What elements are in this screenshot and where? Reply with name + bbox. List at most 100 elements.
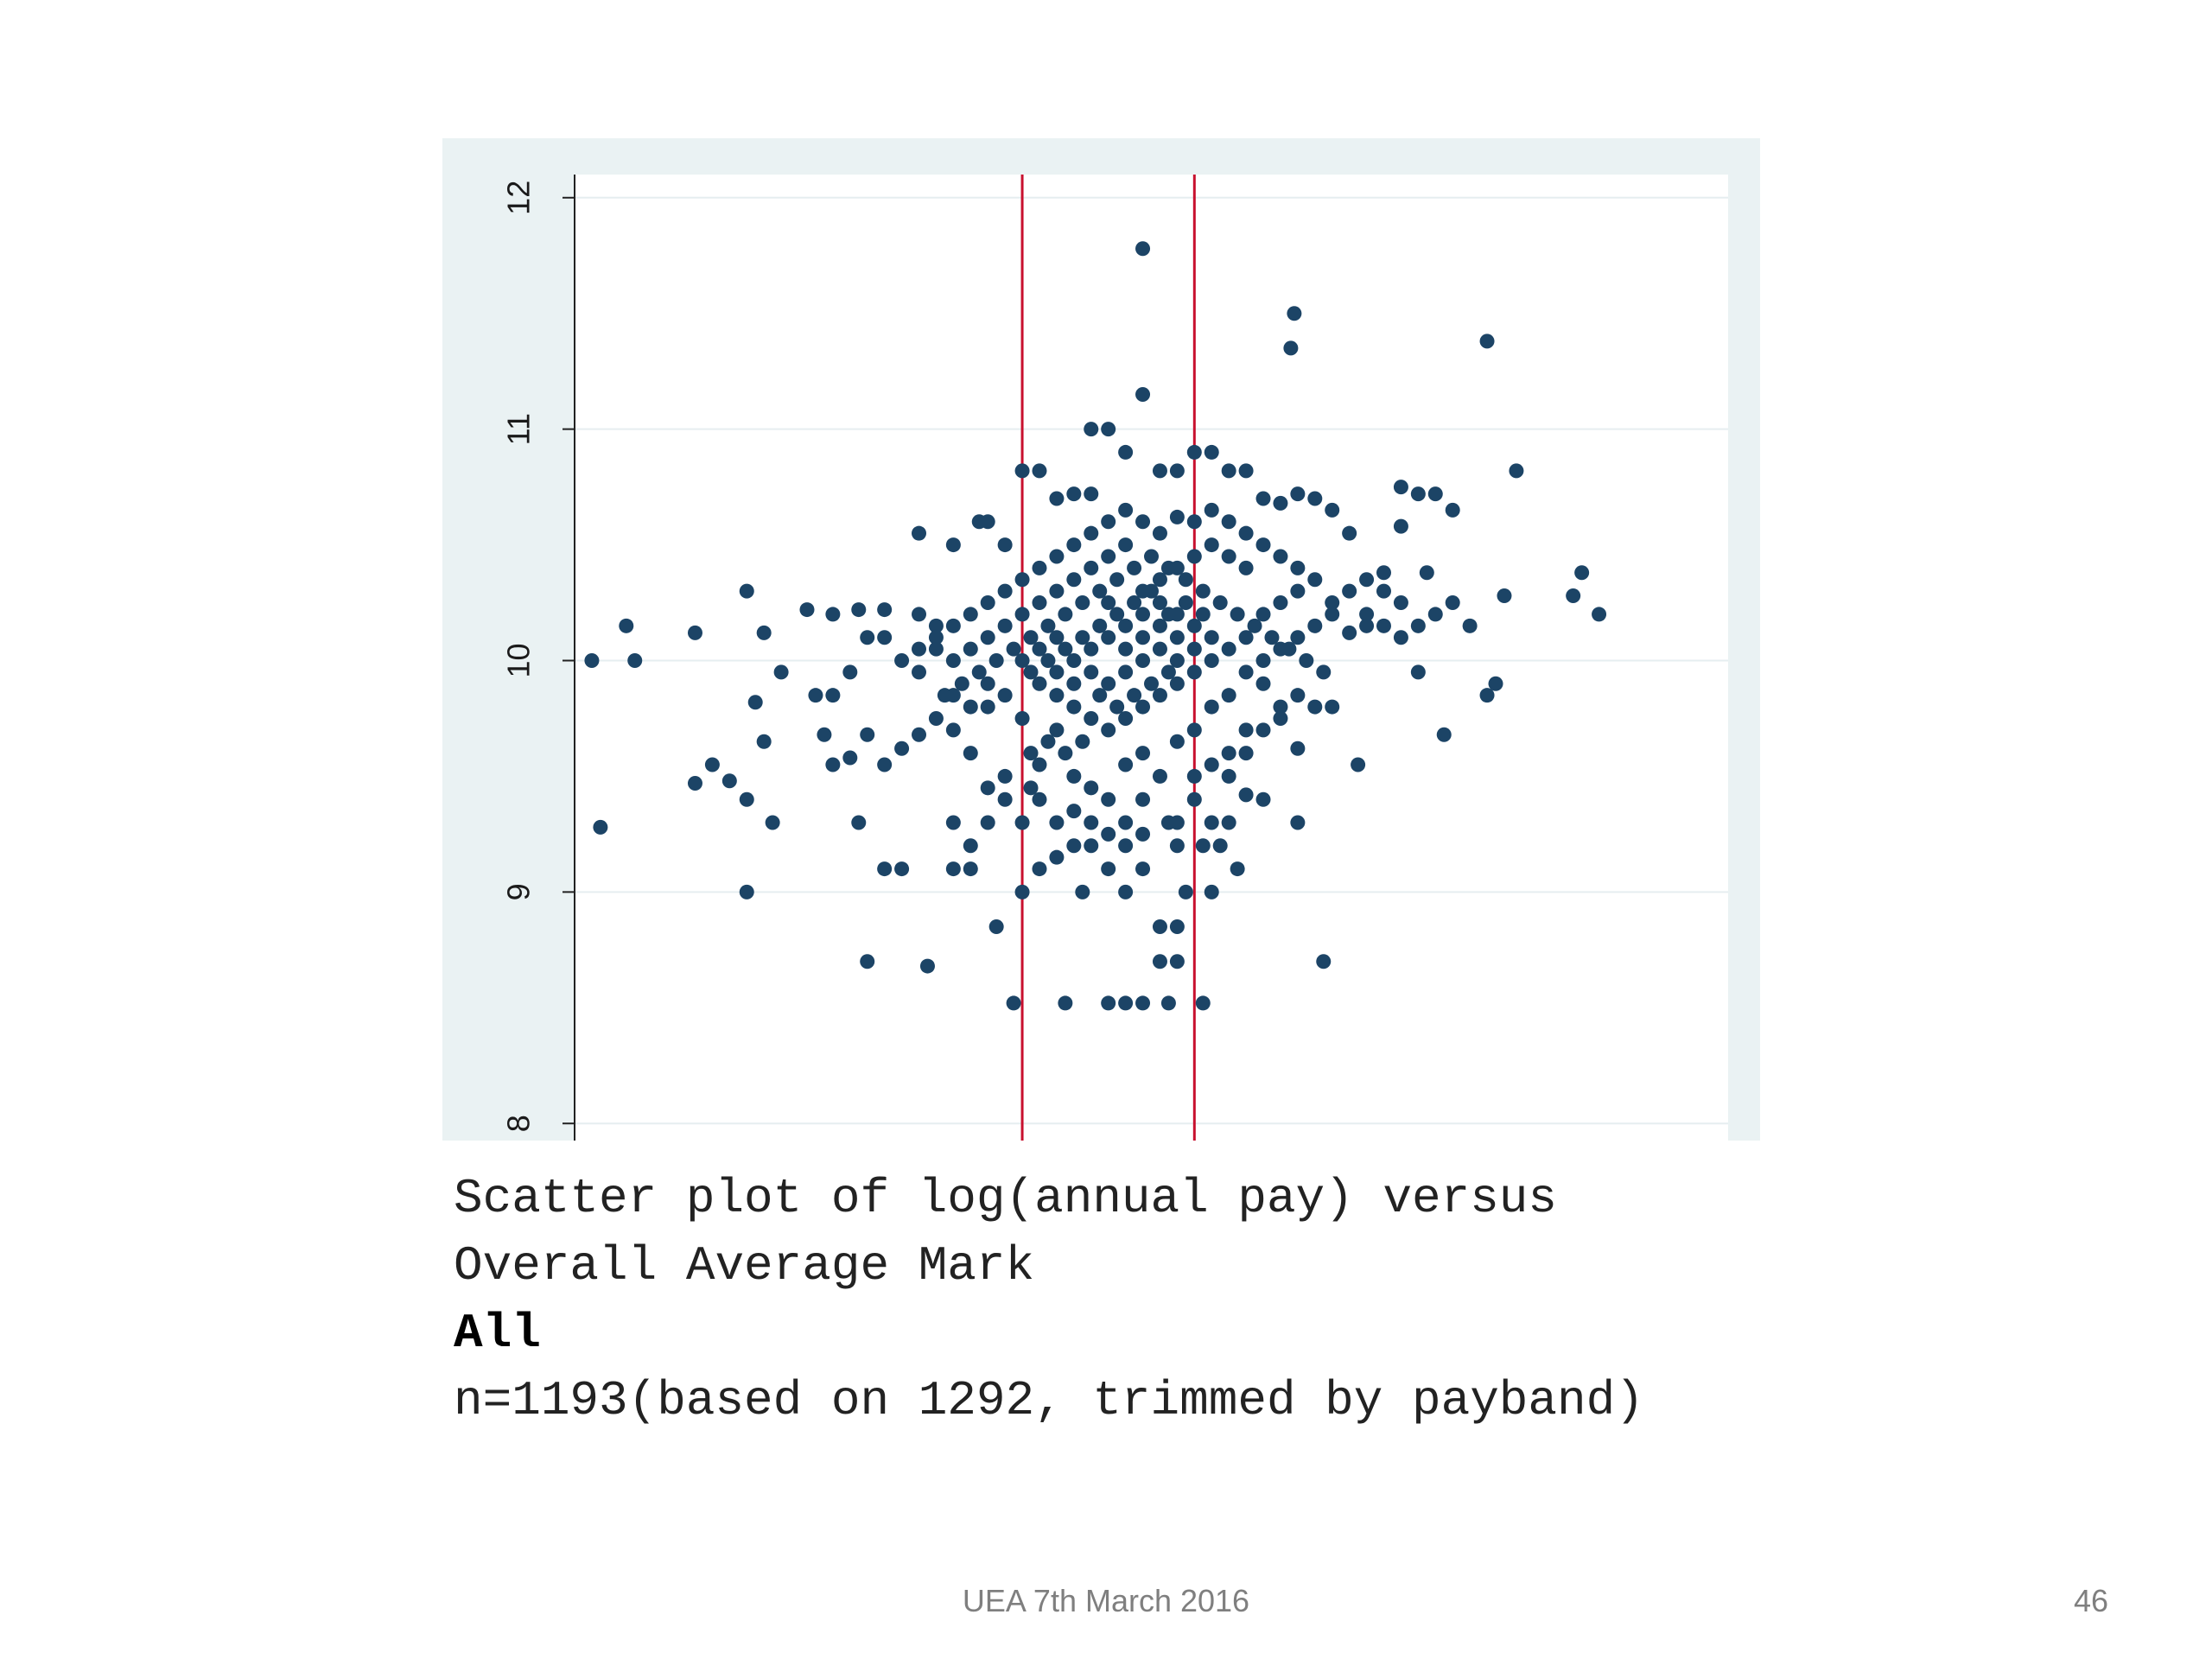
data-point bbox=[739, 583, 754, 599]
data-point bbox=[1169, 630, 1185, 645]
data-point bbox=[1135, 653, 1151, 668]
scatter-chart: 89101112406080100 overall_ave bbox=[501, 175, 1728, 1141]
data-point bbox=[1238, 722, 1254, 738]
data-point bbox=[1186, 641, 1202, 657]
data-point bbox=[1014, 572, 1030, 588]
data-point bbox=[1221, 815, 1236, 830]
data-point bbox=[1118, 838, 1134, 854]
data-point bbox=[1058, 641, 1073, 657]
data-point bbox=[799, 602, 815, 618]
data-point bbox=[1101, 861, 1116, 877]
data-point bbox=[1049, 549, 1065, 564]
data-point bbox=[851, 602, 867, 618]
data-point bbox=[1427, 607, 1443, 622]
data-point bbox=[877, 861, 893, 877]
data-point bbox=[1032, 463, 1047, 479]
data-point bbox=[1273, 710, 1288, 726]
data-point bbox=[1092, 583, 1108, 599]
data-point bbox=[928, 641, 944, 657]
data-point bbox=[928, 618, 944, 633]
data-point bbox=[1445, 502, 1460, 518]
data-point bbox=[1445, 595, 1460, 611]
data-point bbox=[1101, 722, 1116, 738]
data-point bbox=[1169, 653, 1185, 668]
data-point bbox=[1032, 560, 1047, 575]
data-point bbox=[1204, 630, 1219, 645]
data-point bbox=[765, 815, 780, 830]
data-point bbox=[1109, 607, 1125, 622]
data-point bbox=[1084, 486, 1099, 502]
data-point bbox=[1049, 815, 1065, 830]
data-point bbox=[997, 583, 1013, 599]
data-point bbox=[1509, 463, 1524, 479]
data-point bbox=[687, 775, 702, 791]
data-point bbox=[1290, 630, 1306, 645]
data-point bbox=[1186, 664, 1202, 680]
data-point bbox=[1186, 444, 1202, 460]
data-point bbox=[1169, 954, 1185, 969]
data-point bbox=[1101, 676, 1116, 691]
data-point bbox=[1135, 861, 1151, 877]
data-point bbox=[1342, 625, 1357, 640]
data-point bbox=[1186, 618, 1202, 633]
data-point bbox=[1084, 815, 1099, 830]
data-point bbox=[894, 861, 910, 877]
caption-sample-size: n=1193(based on 1292, trimmed by payband… bbox=[454, 1373, 1644, 1428]
data-point bbox=[1290, 560, 1306, 575]
data-point bbox=[1118, 502, 1134, 518]
data-point bbox=[912, 607, 927, 622]
data-point bbox=[1160, 607, 1176, 622]
data-point bbox=[1255, 791, 1271, 807]
data-point bbox=[1221, 549, 1236, 564]
data-point bbox=[1152, 572, 1167, 588]
data-point bbox=[1152, 618, 1167, 633]
data-point bbox=[1152, 641, 1167, 657]
data-point bbox=[1247, 618, 1262, 633]
data-point bbox=[980, 676, 995, 691]
data-point bbox=[928, 710, 944, 726]
data-point bbox=[1307, 491, 1323, 506]
data-point bbox=[619, 618, 634, 633]
data-point bbox=[1238, 664, 1254, 680]
footer-event-date: UEA 7th March 2016 bbox=[962, 1583, 1250, 1618]
data-point bbox=[1006, 995, 1021, 1011]
data-point bbox=[1058, 746, 1073, 761]
data-point bbox=[1066, 486, 1082, 502]
data-point bbox=[1135, 699, 1151, 715]
data-point bbox=[1135, 386, 1151, 402]
data-point bbox=[877, 757, 893, 772]
data-point bbox=[1075, 630, 1090, 645]
data-point bbox=[1049, 722, 1065, 738]
data-point bbox=[1118, 664, 1134, 680]
data-point bbox=[980, 630, 995, 645]
data-point bbox=[1342, 525, 1357, 541]
data-point bbox=[1221, 514, 1236, 530]
y-tick-label: 9 bbox=[501, 883, 537, 900]
data-point bbox=[1169, 509, 1185, 524]
data-point bbox=[1393, 630, 1408, 645]
data-point bbox=[1359, 607, 1375, 622]
data-point bbox=[1135, 826, 1151, 842]
data-point bbox=[1066, 768, 1082, 784]
data-point bbox=[1118, 710, 1134, 726]
data-point bbox=[928, 630, 944, 645]
data-point bbox=[1273, 549, 1288, 564]
data-point bbox=[1014, 884, 1030, 899]
data-point bbox=[1316, 664, 1332, 680]
data-point bbox=[1436, 727, 1452, 742]
data-point bbox=[1204, 699, 1219, 715]
chart-figure: 89101112406080100 overall_ave bbox=[442, 138, 1760, 1141]
data-point bbox=[1144, 583, 1159, 599]
data-point bbox=[980, 699, 995, 715]
data-point bbox=[1014, 653, 1030, 668]
data-point bbox=[1178, 595, 1193, 611]
data-point bbox=[1152, 525, 1167, 541]
data-point bbox=[1178, 884, 1193, 899]
data-point bbox=[1144, 676, 1159, 691]
data-point bbox=[825, 757, 841, 772]
data-point bbox=[945, 861, 961, 877]
data-point bbox=[1307, 699, 1323, 715]
data-point bbox=[997, 618, 1013, 633]
data-point bbox=[1427, 486, 1443, 502]
data-point bbox=[1135, 791, 1151, 807]
